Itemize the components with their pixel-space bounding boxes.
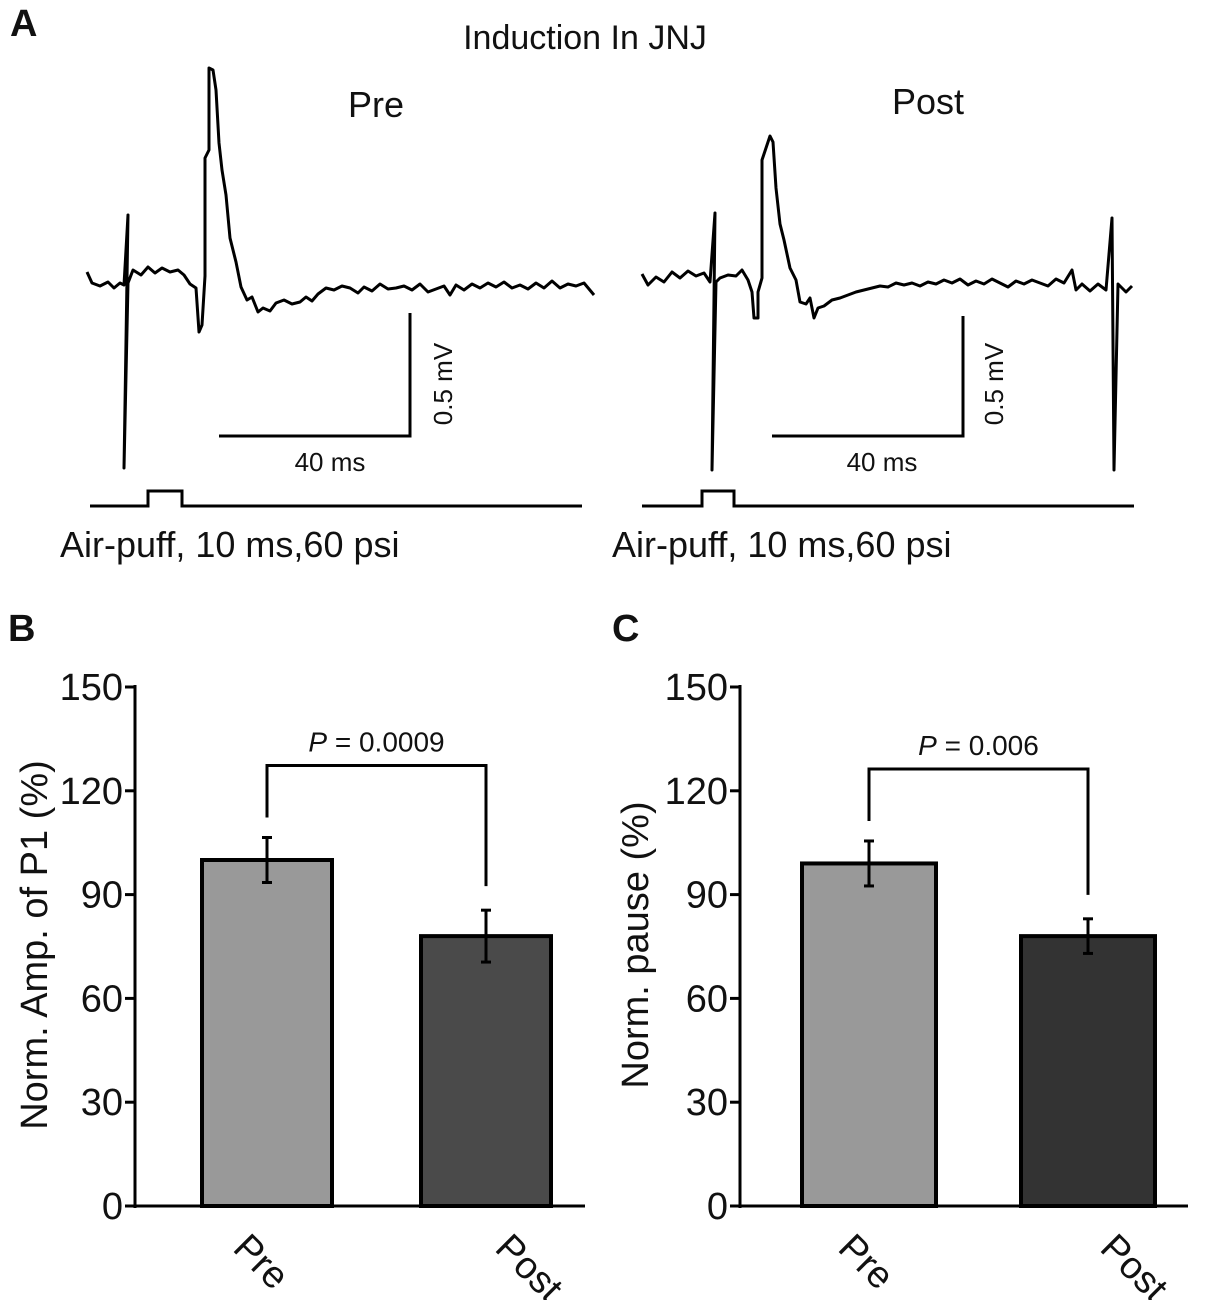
error-bar-post <box>1083 917 1093 955</box>
trace-post-scale-bar <box>772 316 965 438</box>
y-tick-label: 120 <box>60 771 123 813</box>
panel-b-error-bars <box>262 836 491 964</box>
trace-pre-scale-x-label: 40 ms <box>295 447 366 477</box>
y-tick-label: 150 <box>665 667 728 709</box>
trace-pre-waveform <box>85 66 596 470</box>
trace-pre-stimulus-label: Air-puff, 10 ms,60 psi <box>60 524 400 565</box>
y-tick-label: 0 <box>707 1186 728 1228</box>
trace-pre: Pre 0.5 mV 40 ms Air-puff, 10 ms,60 psi <box>60 66 596 565</box>
error-bar-pre <box>262 836 272 884</box>
x-tick-label-post: Post <box>487 1226 571 1300</box>
panel-c-significance-bracket <box>867 767 1090 895</box>
trace-pre-stimulus-line <box>90 489 582 508</box>
x-tick-label-pre: Pre <box>225 1226 297 1298</box>
trace-post-scale-x-label: 40 ms <box>847 447 918 477</box>
y-tick-label: 90 <box>686 875 728 917</box>
x-tick-label-post: Post <box>1092 1226 1176 1300</box>
panel-b-y-axis-label: Norm. Amp. of P1 (%) <box>14 760 56 1130</box>
trace-post-scale-y-label: 0.5 mV <box>979 342 1009 425</box>
panel-b: B Norm. Amp. of P1 (%) 0 30 60 90 120 150 Pre… <box>8 608 585 1300</box>
trace-pre-scale-y-label: 0.5 mV <box>428 342 458 425</box>
y-tick-label: 120 <box>665 771 728 813</box>
panel-a: A Induction In JNJ Pre 0.5 mV 40 ms Air-… <box>10 3 1134 565</box>
panel-c-error-bars <box>864 839 1093 955</box>
x-tick-label-pre: Pre <box>830 1226 902 1298</box>
error-bar-post <box>481 908 491 964</box>
panel-c-p-value: P = 0.006 <box>918 730 1039 761</box>
trace-post: Post 0.5 mV 40 ms Air-puff, 10 ms,60 psi <box>612 81 1134 565</box>
panel-b-y-ticks: 0 30 60 90 120 150 <box>60 667 135 1228</box>
y-tick-label: 30 <box>81 1082 123 1124</box>
trace-post-stimulus-label: Air-puff, 10 ms,60 psi <box>612 524 952 565</box>
bar-pre <box>800 861 938 1209</box>
y-tick-label: 60 <box>81 978 123 1020</box>
panel-b-significance-bracket <box>265 764 488 887</box>
panel-c-x-tick-labels: Pre Post <box>830 1226 1176 1300</box>
y-tick-label: 60 <box>686 978 728 1020</box>
trace-post-stimulus-line <box>642 489 1134 508</box>
panel-b-p-value: P = 0.0009 <box>308 727 444 758</box>
y-tick-label: 30 <box>686 1082 728 1124</box>
trace-post-waveform <box>640 134 1134 472</box>
panel-c-letter: C <box>612 608 639 650</box>
trace-pre-scale-bar <box>219 313 412 438</box>
trace-post-label: Post <box>892 81 964 122</box>
panel-c-y-axis-label: Norm. pause (%) <box>615 801 657 1088</box>
bar-post <box>1019 934 1157 1208</box>
panel-b-letter: B <box>8 608 35 650</box>
panel-a-letter: A <box>10 3 37 45</box>
panel-b-bars <box>200 858 553 1208</box>
panel-b-x-tick-labels: Pre Post <box>225 1226 571 1300</box>
y-tick-label: 150 <box>60 667 123 709</box>
panel-a-title: Induction In JNJ <box>463 19 707 57</box>
y-tick-label: 90 <box>81 875 123 917</box>
trace-pre-label: Pre <box>348 84 404 125</box>
y-tick-label: 0 <box>102 1186 123 1228</box>
error-bar-pre <box>864 839 874 888</box>
panel-c-bars <box>800 861 1157 1209</box>
bar-pre <box>200 858 334 1208</box>
panel-c-y-ticks: 0 30 60 90 120 150 <box>665 667 740 1228</box>
bar-post <box>419 934 553 1208</box>
